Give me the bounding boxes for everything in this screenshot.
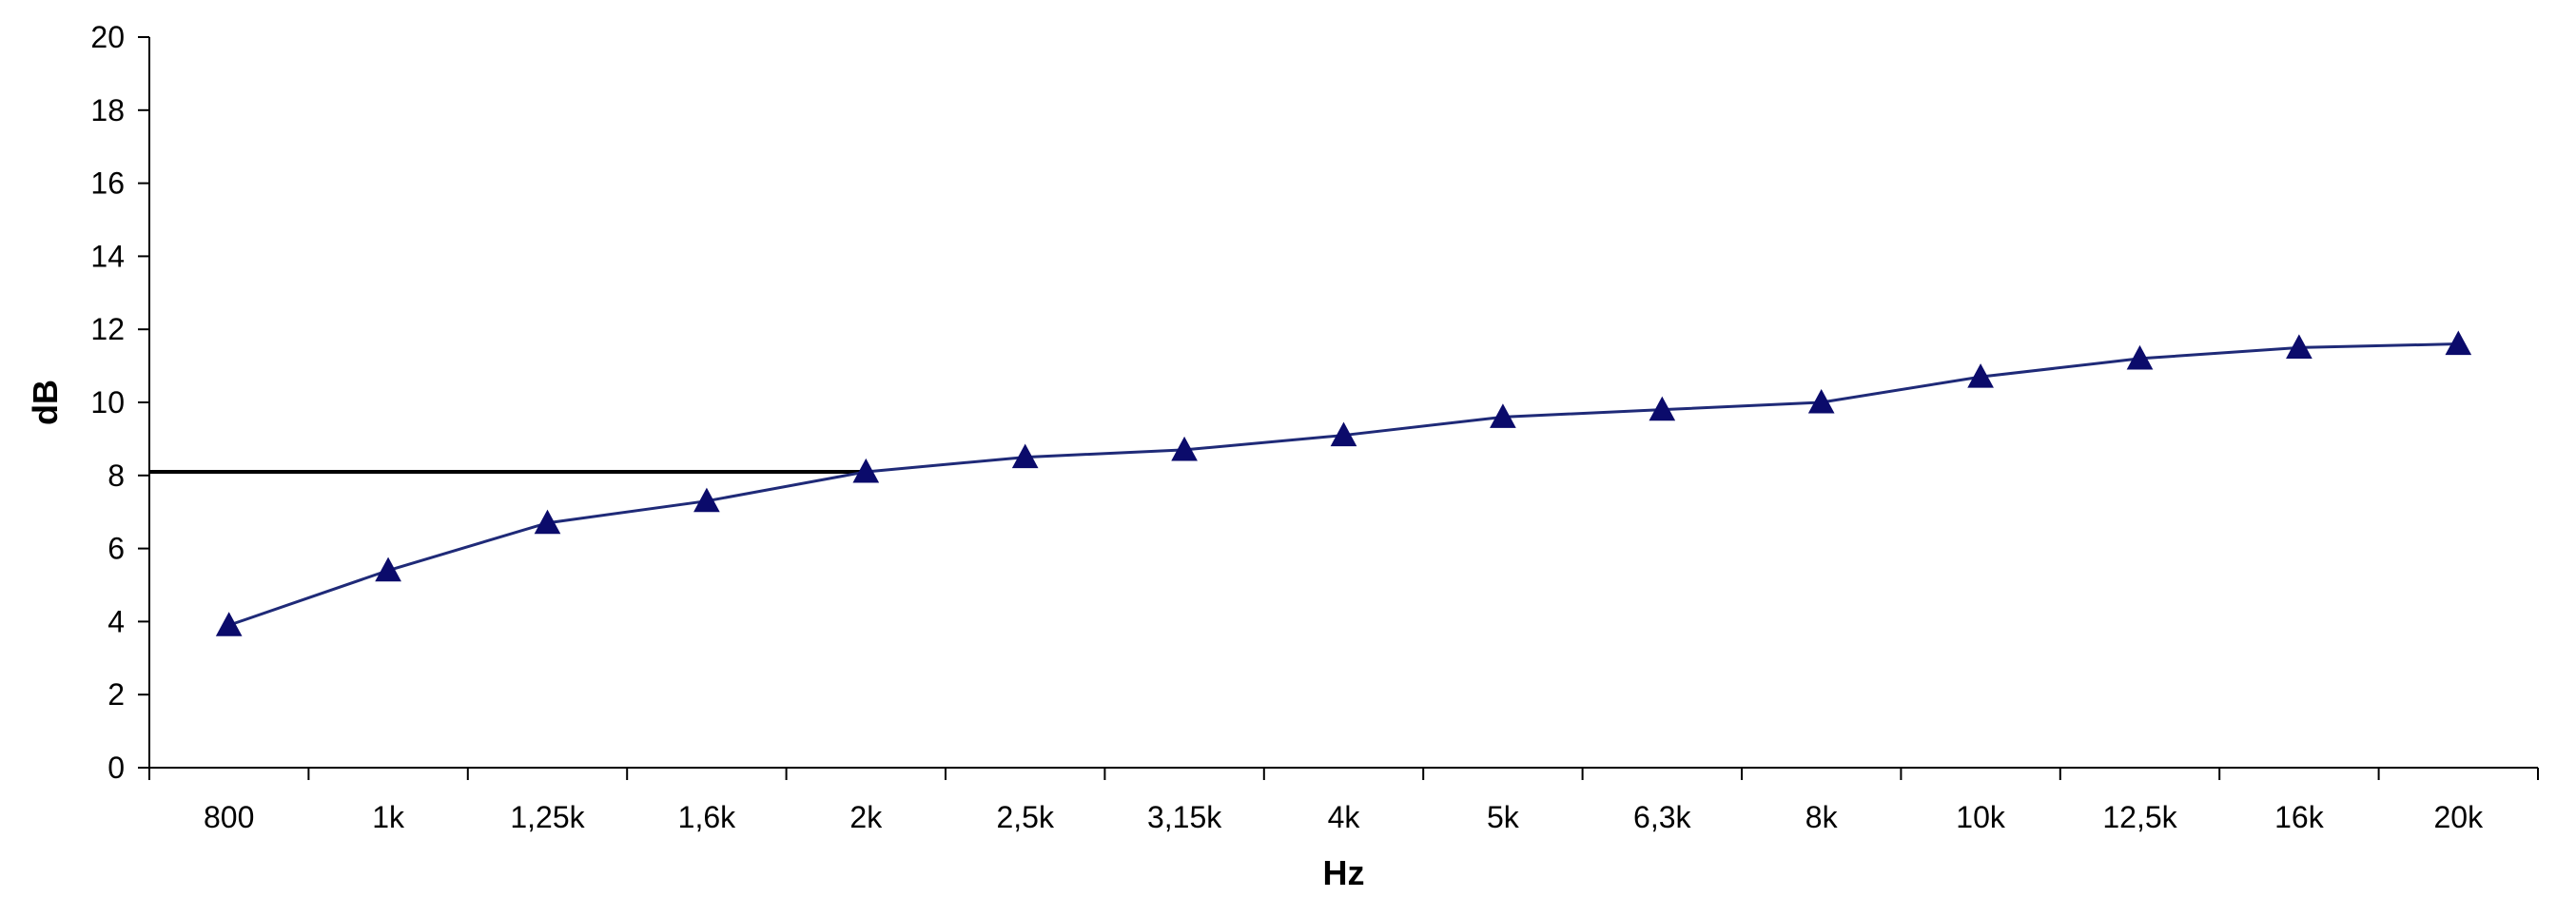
data-point-marker — [2445, 330, 2472, 356]
y-axis-ticks: 0 2 4 6 8 10 12 14 16 18 20 — [90, 20, 149, 785]
x-tick-label: 3,15k — [1147, 800, 1222, 834]
data-point-marker — [534, 509, 561, 535]
data-point-marker — [1490, 403, 1516, 428]
y-tick-label: 18 — [90, 93, 125, 127]
data-point-marker — [2126, 344, 2154, 370]
x-tick-label: 10k — [1956, 800, 2006, 834]
y-tick-label: 8 — [107, 459, 125, 493]
data-point-marker — [1807, 388, 1835, 414]
data-point-marker — [1171, 436, 1198, 461]
x-tick-label: 8k — [1805, 800, 1839, 834]
data-point-marker — [1011, 443, 1039, 469]
x-axis-ticks: 800 1k 1,25k 1,6k 2k 2,5k 3,15k 4k 5k 6,3k 8k 10k 12… — [148, 768, 2539, 834]
x-tick-label: 5k — [1487, 800, 1520, 834]
y-tick-label: 20 — [90, 20, 125, 54]
x-tick-label: 12,5k — [2102, 800, 2177, 834]
x-tick-label: 1k — [372, 800, 405, 834]
x-tick-label: 16k — [2274, 800, 2325, 834]
data-point-marker — [375, 556, 401, 582]
x-tick-label: 2k — [849, 800, 883, 834]
x-tick-label: 1,6k — [678, 800, 736, 834]
y-tick-label: 16 — [90, 166, 125, 201]
y-tick-label: 14 — [90, 239, 125, 273]
x-tick-label: 2,5k — [996, 800, 1054, 834]
data-point-marker — [1649, 396, 1676, 421]
data-point-marker — [1967, 363, 1994, 388]
data-point-marker — [1330, 421, 1357, 447]
series-layer — [215, 330, 2472, 636]
x-tick-label: 6,3k — [1633, 800, 1691, 834]
series-line — [228, 342, 2459, 627]
x-tick-label: 20k — [2434, 800, 2485, 834]
data-point-marker — [215, 612, 243, 636]
y-tick-label: 0 — [107, 751, 125, 785]
x-tick-label: 4k — [1328, 800, 1361, 834]
data-point-marker — [2286, 334, 2313, 359]
data-point-marker — [852, 458, 880, 483]
x-axis-title: Hz — [1323, 853, 1365, 892]
y-tick-label: 10 — [90, 385, 125, 420]
y-tick-label: 2 — [107, 677, 125, 712]
y-tick-label: 6 — [107, 532, 125, 566]
data-point-marker — [693, 487, 720, 513]
y-axis-title: dB — [26, 380, 65, 425]
y-tick-label: 4 — [107, 604, 125, 638]
x-tick-label: 800 — [204, 800, 254, 834]
y-tick-label: 12 — [90, 312, 125, 346]
x-tick-label: 1,25k — [510, 800, 585, 834]
